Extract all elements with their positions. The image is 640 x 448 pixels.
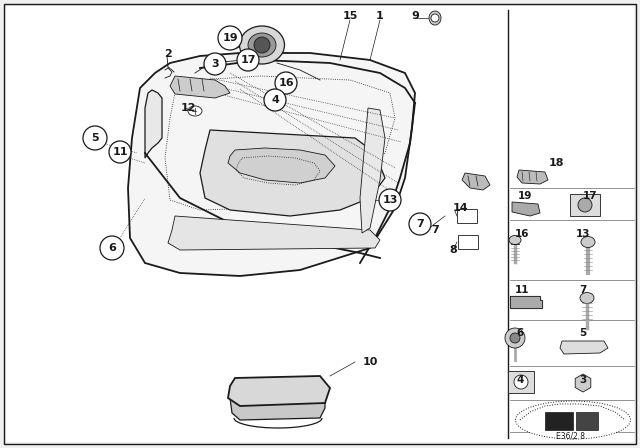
Ellipse shape [509,236,521,245]
Polygon shape [560,341,608,354]
Text: 6: 6 [516,328,524,338]
Polygon shape [462,173,490,190]
Text: 7: 7 [579,285,587,295]
Polygon shape [170,76,230,98]
Polygon shape [200,130,385,216]
Polygon shape [168,216,380,250]
Circle shape [514,375,528,389]
Text: 4: 4 [516,375,524,385]
Text: 13: 13 [382,195,397,205]
Ellipse shape [580,293,594,303]
Ellipse shape [429,11,441,25]
Polygon shape [228,148,335,183]
Text: 2: 2 [164,49,172,59]
Bar [576,412,598,430]
Circle shape [204,53,226,75]
Text: E36/2 8: E36/2 8 [556,431,584,440]
Circle shape [237,49,259,71]
Ellipse shape [515,401,630,439]
Text: 5: 5 [579,328,587,338]
Bar [457,209,477,223]
Ellipse shape [188,106,202,116]
Polygon shape [145,90,162,158]
Text: 7: 7 [416,219,424,229]
Text: 1: 1 [376,11,384,21]
Bar [545,412,573,430]
Circle shape [275,72,297,94]
Polygon shape [517,170,548,184]
Text: 16: 16 [278,78,294,88]
Text: 4: 4 [271,95,279,105]
Bar [458,235,478,249]
Text: 17: 17 [582,191,597,201]
Circle shape [254,37,270,53]
Circle shape [409,213,431,235]
Ellipse shape [248,33,276,57]
Text: 11: 11 [515,285,529,295]
Text: 11: 11 [112,147,128,157]
Circle shape [510,333,520,343]
Text: 10: 10 [362,357,378,367]
Text: 18: 18 [548,158,564,168]
Text: 16: 16 [515,229,529,239]
Polygon shape [512,202,540,216]
Polygon shape [230,383,325,420]
Text: 7: 7 [431,225,439,235]
Polygon shape [510,296,542,308]
Text: 17: 17 [240,55,256,65]
Circle shape [83,126,107,150]
Polygon shape [128,53,415,276]
Text: 9: 9 [411,11,419,21]
Circle shape [100,236,124,260]
Circle shape [505,328,525,348]
Text: 14: 14 [452,203,468,213]
Text: 8: 8 [449,245,457,255]
Circle shape [109,141,131,163]
Circle shape [431,14,439,22]
Circle shape [379,189,401,211]
Text: 6: 6 [108,243,116,253]
Polygon shape [228,376,330,406]
Bar [570,194,600,216]
Text: 19: 19 [222,33,238,43]
Ellipse shape [239,26,285,64]
Circle shape [218,26,242,50]
Circle shape [578,198,592,212]
Text: 15: 15 [342,11,358,21]
Text: 3: 3 [211,59,219,69]
Polygon shape [360,108,385,233]
Ellipse shape [581,237,595,247]
Text: 3: 3 [579,375,587,385]
Circle shape [264,89,286,111]
Text: 19: 19 [518,191,532,201]
Text: 13: 13 [576,229,590,239]
Bar [508,371,534,393]
Polygon shape [575,374,591,392]
Text: 12: 12 [180,103,196,113]
Text: 5: 5 [91,133,99,143]
